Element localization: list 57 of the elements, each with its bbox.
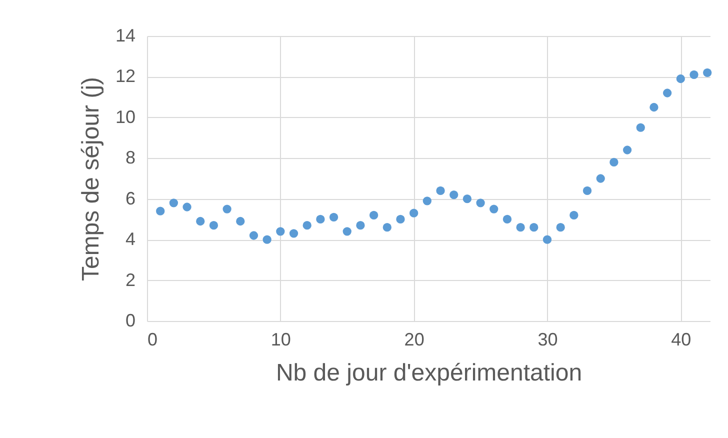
point [476, 198, 485, 208]
point [662, 88, 672, 98]
point [422, 196, 432, 206]
point [542, 235, 552, 244]
x-tick-label: 0 [148, 330, 158, 350]
point [436, 186, 445, 196]
y-axis-title: Temps de séjour (j) [77, 76, 104, 282]
point [462, 194, 472, 204]
y-tick-label: 10 [115, 106, 136, 127]
point [610, 158, 618, 167]
point [169, 198, 178, 208]
point [356, 221, 365, 230]
point [222, 204, 232, 214]
point [490, 204, 498, 214]
point [262, 235, 272, 244]
y-tick-label: 6 [125, 188, 136, 208]
x-tick-label: 20 [404, 330, 424, 350]
point [530, 223, 538, 232]
point [409, 208, 418, 218]
point [382, 223, 392, 232]
point [596, 174, 605, 183]
y-tick-label: 0 [125, 310, 136, 330]
point [396, 214, 405, 224]
point [156, 206, 165, 216]
point [502, 214, 512, 224]
point [329, 212, 338, 222]
point [276, 227, 285, 236]
point [703, 68, 712, 77]
point [622, 146, 632, 154]
point [650, 102, 658, 112]
point [582, 186, 592, 196]
point [196, 216, 205, 226]
point [516, 223, 525, 232]
point [369, 210, 378, 220]
x-tick-label: 30 [538, 330, 558, 350]
point [182, 202, 192, 212]
y-tick-label: 14 [115, 26, 136, 46]
x-tick-label: 40 [671, 330, 692, 350]
point [570, 210, 578, 220]
point [676, 74, 685, 84]
point [236, 216, 245, 226]
point [209, 221, 218, 230]
point [316, 214, 325, 224]
point [342, 227, 352, 236]
y-tick-label: 12 [115, 66, 136, 86]
point [690, 70, 698, 79]
point [556, 223, 565, 232]
point [249, 231, 258, 240]
x-tick-label: 10 [270, 330, 291, 350]
y-tick-label: 2 [125, 270, 136, 290]
x-axis-title: Nb de jour d'expérimentation [276, 360, 582, 386]
y-tick-label: 4 [125, 229, 136, 250]
point [289, 229, 298, 238]
point [636, 123, 645, 132]
point [302, 221, 312, 230]
point [450, 190, 458, 200]
y-tick-label: 8 [125, 148, 136, 168]
